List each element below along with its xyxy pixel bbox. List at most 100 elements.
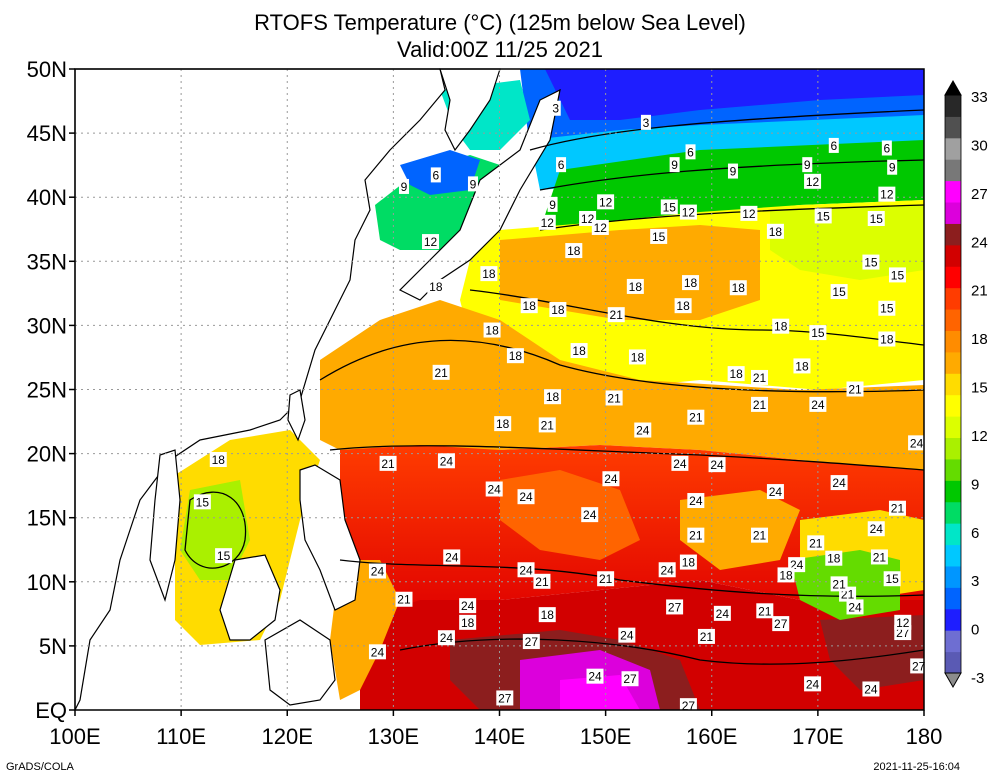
contour-label-bg <box>894 614 912 630</box>
contour-label: 15 <box>862 254 880 270</box>
contour-label-bg <box>538 417 556 433</box>
contour-label-bg <box>685 144 696 160</box>
contour-label-text: 24 <box>588 670 602 684</box>
contour-label-bg <box>772 616 790 632</box>
contour-label-bg <box>591 219 609 235</box>
contour-label-text: 12 <box>896 616 910 630</box>
colorbar-frame <box>944 94 962 674</box>
colorbar-swatch <box>945 651 961 674</box>
contour-label: 27 <box>772 616 790 632</box>
contour-label-bg <box>669 157 680 173</box>
map-subtitle: Valid:00Z 11/25 2021 <box>397 37 603 62</box>
contour-label-text: 24 <box>806 677 820 691</box>
contour-label-bg <box>496 690 514 706</box>
contour-label: 9 <box>467 176 478 192</box>
colorbar-swatch <box>945 287 961 310</box>
contour-label-bg <box>459 598 477 614</box>
contour-label-text: 18 <box>541 608 555 622</box>
colorbar-tick-label: 18 <box>971 331 988 348</box>
contour-label: 18 <box>674 298 692 314</box>
contour-label-bg <box>888 500 906 516</box>
colorbar-tick-label: 0 <box>971 622 979 639</box>
contour-label-bg <box>846 599 864 615</box>
contour-label: 15 <box>830 284 848 300</box>
contour-label: 18 <box>766 223 784 239</box>
contour-label-text: 18 <box>827 552 841 566</box>
contour-label-text: 21 <box>610 308 624 322</box>
contour-label-bg <box>209 452 227 468</box>
contour-label: 24 <box>687 493 705 509</box>
contour-label: 21 <box>888 500 906 516</box>
contour-label-bg <box>494 416 512 432</box>
contour-label-bg <box>621 671 639 687</box>
contour-label: 9 <box>669 157 680 173</box>
contour-label-bg <box>697 628 715 644</box>
contour-label: 24 <box>671 455 689 471</box>
contour-label-text: 15 <box>663 200 677 214</box>
contour-label-text: 21 <box>758 604 772 618</box>
contour-label: 15 <box>883 571 901 587</box>
contour-label: 9 <box>547 196 558 212</box>
latitude-axis: EQ 5N 10N 15N 20N 25N 30N 35N 40N 45N 50N <box>27 57 75 723</box>
colorbar-swatch <box>945 630 961 653</box>
contour-label-text: 18 <box>212 453 226 467</box>
contour-label: 21 <box>830 576 848 592</box>
contour-label-bg <box>756 603 774 619</box>
contour-label-text: 18 <box>572 344 586 358</box>
contour-label: 27 <box>666 599 684 615</box>
contour-label-text: 24 <box>519 490 533 504</box>
contour-label: 21 <box>751 369 769 385</box>
contour-label-text: 21 <box>689 411 703 425</box>
contour-label: 15 <box>878 300 896 316</box>
colorbar-tick-label: 9 <box>971 476 979 493</box>
contour-label: 21 <box>607 307 625 323</box>
contour-label-bg <box>533 573 551 589</box>
colorbar-top-arrow <box>944 79 962 96</box>
contour-label-bg <box>658 562 676 578</box>
contour-label-bg <box>597 194 615 210</box>
contour-label: 12 <box>804 173 822 189</box>
contour-label: 18 <box>544 389 562 405</box>
contour-label-bg <box>878 300 896 316</box>
contour-label-bg <box>807 535 825 551</box>
contour-label-bg <box>793 358 811 374</box>
contour-label-bg <box>830 475 848 491</box>
contour-label: 18 <box>626 278 644 294</box>
lon-tick-label: 140E <box>474 724 525 749</box>
colorbar-swatch <box>945 544 961 567</box>
colorbar-tick-label: 30 <box>971 137 988 154</box>
contour-label-bg <box>766 484 784 500</box>
contour-label: 24 <box>517 489 535 505</box>
contour-label: 15 <box>215 548 233 564</box>
contour-label-bg <box>804 676 822 692</box>
contour-label-bg <box>910 658 928 674</box>
contour-label-bg <box>830 284 848 300</box>
contour-label-text: 21 <box>873 550 887 564</box>
contour-label: 18 <box>793 358 811 374</box>
contour-label-bg <box>660 199 678 215</box>
contour-label-text: 24 <box>620 629 634 643</box>
contour-label-text: 21 <box>700 630 714 644</box>
contour-label: 18 <box>506 348 524 364</box>
lat-tick-label: 15N <box>27 506 67 531</box>
contour-label: 24 <box>368 644 386 660</box>
contour-label: 18 <box>538 607 556 623</box>
contour-label-bg <box>862 681 880 697</box>
colorbar-tick-label: 33 <box>971 89 988 106</box>
contour-label: 21 <box>846 381 864 397</box>
software-credit: GrADS/COLA <box>6 761 74 773</box>
contour-label: 24 <box>830 475 848 491</box>
contour-label-text: 12 <box>599 195 613 209</box>
contour-label-bg <box>888 267 906 283</box>
contour-label-text: 15 <box>885 572 899 586</box>
contour-label-bg <box>379 455 397 471</box>
contour-label-bg <box>556 157 567 173</box>
contour-label-bg <box>586 668 604 684</box>
contour-label-text: 18 <box>774 320 788 334</box>
contour-label-text: 18 <box>684 276 698 290</box>
contour-label-text: 18 <box>769 225 783 239</box>
contour-label-bg <box>634 422 652 438</box>
contour-label-bg <box>751 369 769 385</box>
contour-label-text: 18 <box>482 267 496 281</box>
